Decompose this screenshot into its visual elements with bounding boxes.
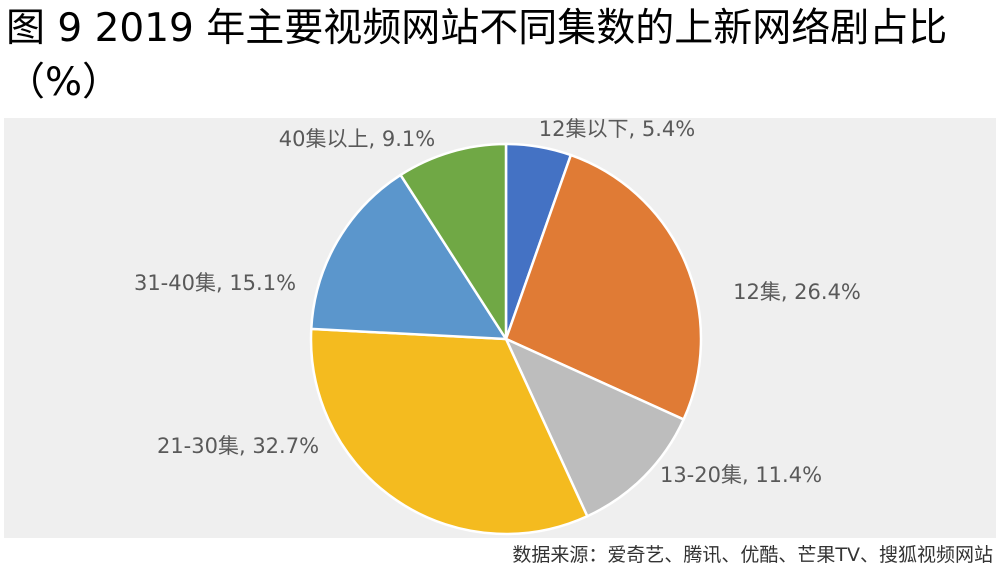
data-label: 12集以下, 5.4% [539, 117, 695, 141]
pie-slice [309, 173, 509, 341]
data-label: 13-20集, 11.4% [660, 463, 822, 487]
pie-slice [503, 336, 686, 518]
data-label: 21-30集, 32.7% [157, 434, 319, 458]
pie-slice [398, 142, 508, 344]
pie-slice [309, 327, 589, 536]
source-note: 数据来源：爱奇艺、腾讯、优酷、芒果TV、搜狐视频网站 [512, 544, 993, 566]
data-label: 31-40集, 15.1% [134, 271, 296, 295]
chart-title: 图 9 2019 年主要视频网站不同集数的上新网络剧占比（%） [6, 6, 948, 105]
pie-slice [504, 153, 703, 422]
data-label: 12集, 26.4% [733, 280, 861, 304]
data-label: 40集以上, 9.1% [279, 127, 435, 151]
